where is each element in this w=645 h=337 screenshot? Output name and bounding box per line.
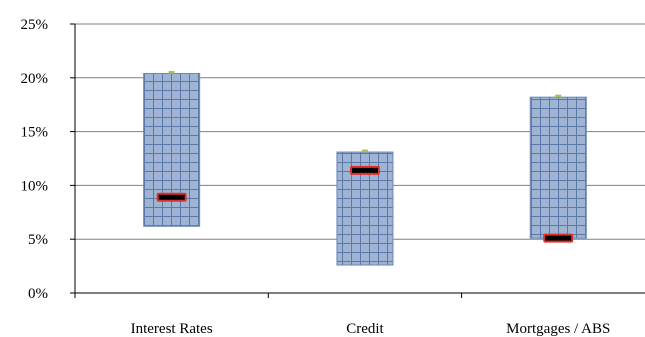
x-category-label: Credit: [346, 321, 384, 337]
y-tick-label: 5%: [28, 232, 48, 248]
current-value-marker: [349, 165, 380, 175]
y-tick-label: 0%: [28, 286, 48, 302]
y-tick-label: 20%: [21, 71, 49, 87]
y-tick-label: 15%: [21, 125, 49, 141]
range-cap-marker: [168, 70, 175, 74]
x-category-label: Mortgages / ABS: [506, 321, 610, 337]
labels: 0% 5% 10% 15% 20% 25% Interest Rates Credit Mort…: [21, 17, 611, 337]
range-bar: [529, 96, 587, 239]
x-category-label: Interest Rates: [131, 321, 213, 337]
current-value-marker: [543, 233, 574, 243]
range-bar: [143, 72, 201, 227]
y-tick-label: 25%: [21, 17, 49, 33]
current-value-marker: [156, 192, 187, 202]
range-cap-marker: [555, 94, 562, 98]
range-cap-marker: [361, 149, 368, 153]
y-tick-label: 10%: [21, 178, 49, 194]
markers: [156, 70, 574, 243]
axes: [70, 23, 645, 298]
